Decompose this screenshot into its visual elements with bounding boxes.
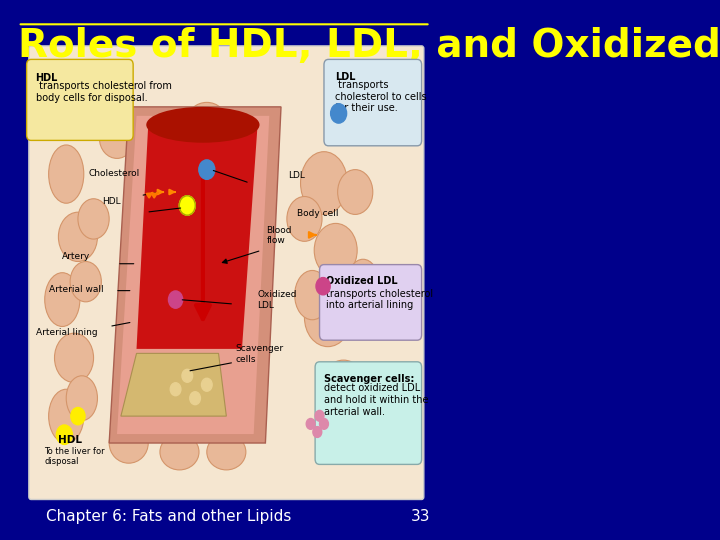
Circle shape [190,392,200,404]
Circle shape [316,278,330,295]
Text: Blood
flow: Blood flow [266,226,292,245]
Text: Scavenger
cells: Scavenger cells [235,345,284,364]
Circle shape [202,378,212,391]
Polygon shape [109,107,281,443]
Text: detect oxidized LDL
and hold it within the
arterial wall.: detect oxidized LDL and hold it within t… [324,383,428,416]
Ellipse shape [99,118,135,158]
Circle shape [56,425,72,444]
Ellipse shape [49,145,84,203]
Ellipse shape [49,389,84,443]
FancyBboxPatch shape [27,59,133,140]
Ellipse shape [160,434,199,470]
Text: transports cholesterol from
body cells for disposal.: transports cholesterol from body cells f… [35,81,171,103]
Text: 33: 33 [411,509,431,524]
Ellipse shape [300,152,348,214]
Text: HDL: HDL [35,73,58,83]
Circle shape [182,369,193,382]
Ellipse shape [146,107,259,143]
Circle shape [179,195,195,215]
Ellipse shape [45,273,80,327]
Text: Body cell: Body cell [297,209,339,218]
Ellipse shape [348,259,379,304]
Text: transports
cholesterol to cells
for their use.: transports cholesterol to cells for thei… [335,80,427,113]
Text: HDL: HDL [102,197,121,206]
FancyBboxPatch shape [315,362,422,464]
Circle shape [71,408,85,425]
Circle shape [320,418,328,429]
Text: LDL: LDL [289,171,305,180]
Polygon shape [117,116,269,434]
FancyBboxPatch shape [324,59,422,146]
Circle shape [168,291,183,308]
Ellipse shape [137,111,176,147]
Circle shape [199,160,215,179]
Ellipse shape [314,224,357,277]
Ellipse shape [207,434,246,470]
Ellipse shape [322,360,365,409]
Text: Artery: Artery [62,252,91,261]
Text: Arterial wall: Arterial wall [49,285,104,294]
Polygon shape [121,353,226,416]
Text: Scavenger cells:: Scavenger cells: [324,374,414,384]
Ellipse shape [66,376,97,421]
Text: Cholesterol: Cholesterol [89,168,140,178]
Text: Arterial lining: Arterial lining [35,328,97,337]
Circle shape [330,104,346,123]
Circle shape [315,410,324,421]
Circle shape [306,418,315,429]
Ellipse shape [78,199,109,239]
Text: HDL: HDL [58,435,81,445]
Text: Oxidized
LDL: Oxidized LDL [258,291,297,310]
Ellipse shape [338,170,373,214]
Text: LDL: LDL [335,72,356,82]
Text: Oxidized LDL: Oxidized LDL [326,276,398,287]
Ellipse shape [287,197,322,241]
Text: Roles of HDL, LDL, and Oxidized  LDL: Roles of HDL, LDL, and Oxidized LDL [18,27,720,65]
Text: Chapter 6: Fats and other Lipids: Chapter 6: Fats and other Lipids [46,509,292,524]
Polygon shape [137,125,258,349]
Ellipse shape [187,103,226,138]
Ellipse shape [58,212,97,261]
Text: transports cholesterol
into arterial lining: transports cholesterol into arterial lin… [326,289,433,310]
Circle shape [170,383,181,396]
Ellipse shape [294,271,330,320]
FancyBboxPatch shape [320,265,422,340]
Ellipse shape [70,261,102,302]
Ellipse shape [109,423,148,463]
Text: To the liver for
disposal: To the liver for disposal [45,447,105,467]
Circle shape [313,427,322,437]
FancyBboxPatch shape [29,46,424,500]
Ellipse shape [305,288,351,347]
Ellipse shape [55,333,94,382]
